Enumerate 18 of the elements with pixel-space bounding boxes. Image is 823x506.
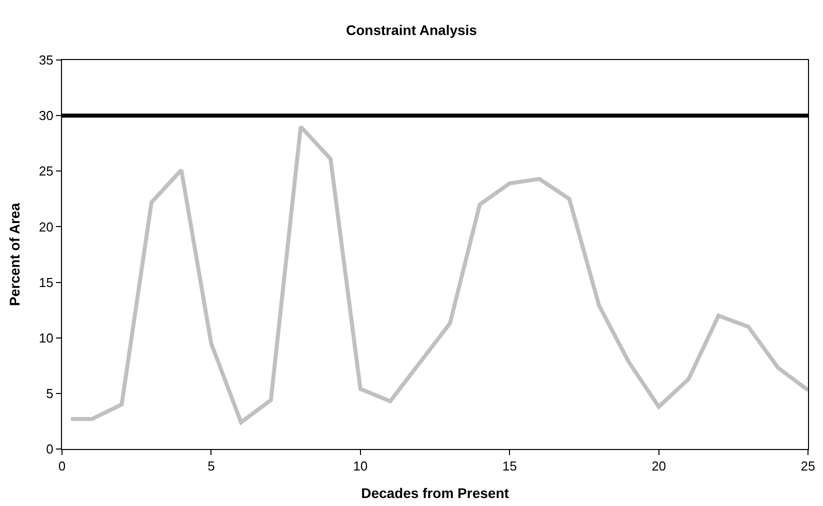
y-tick-label: 5	[46, 386, 54, 401]
y-axis-title: Percent of Area	[6, 202, 23, 306]
x-tick-label: 0	[58, 458, 66, 474]
y-tick-label: 20	[38, 219, 54, 234]
x-axis-title: Decades from Present	[361, 484, 510, 501]
x-tick-label: 5	[208, 458, 215, 474]
y-tick-label: 10	[38, 330, 54, 346]
y-tick-label: 25	[38, 164, 54, 179]
y-tick-label: 0	[46, 442, 54, 457]
x-tick-label: 20	[652, 458, 666, 474]
x-tick-label: 10	[353, 458, 368, 474]
y-tick-label: 15	[38, 274, 54, 290]
x-tick-label: 15	[502, 458, 517, 474]
chart-title: Constraint Analysis	[346, 22, 478, 38]
y-tick-label: 35	[38, 52, 54, 68]
x-tick-label: 25	[800, 458, 816, 474]
y-tick-label: 30	[38, 108, 54, 124]
line-series	[68, 124, 808, 424]
